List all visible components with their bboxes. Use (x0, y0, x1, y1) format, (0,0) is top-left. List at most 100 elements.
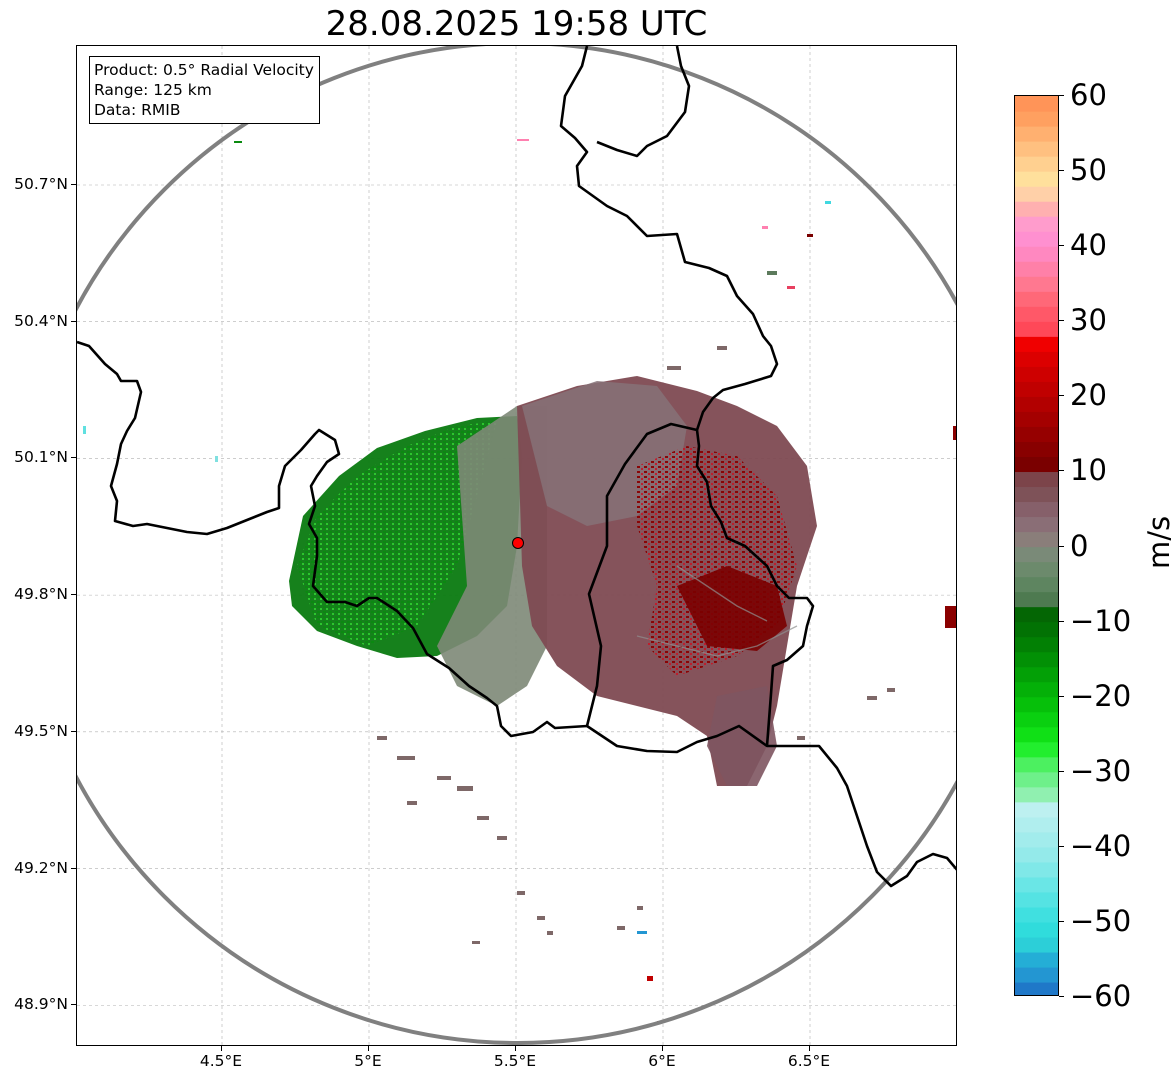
lat-tick-label: 49.5°N (14, 721, 68, 740)
colorbar-band (1015, 906, 1058, 923)
lat-tick-mark (71, 730, 76, 732)
colorbar-band (1015, 981, 1058, 995)
colorbar-tick-label: 30 (1070, 303, 1107, 338)
colorbar-band (1015, 921, 1058, 938)
lat-tick-mark (71, 184, 76, 185)
colorbar-band (1015, 111, 1058, 127)
radar-site-marker (512, 537, 524, 549)
colorbar-band (1015, 741, 1058, 758)
colorbar-band (1015, 891, 1058, 908)
lon-tick-mark (221, 1046, 222, 1051)
colorbar-tick-label: −60 (1070, 979, 1132, 1013)
echo-scatter-north (83, 139, 956, 1025)
colorbar-band (1015, 816, 1058, 833)
colorbar-band (1015, 456, 1058, 473)
colorbar-tick-mark (1059, 245, 1064, 247)
colorbar-band (1015, 801, 1058, 818)
lat-tick-mark (71, 867, 76, 869)
colorbar-band (1015, 411, 1058, 427)
echo-southern-tail (707, 686, 777, 786)
river-moselle (636, 625, 798, 657)
lat-tick-mark (71, 457, 76, 459)
colorbar-band (1015, 771, 1058, 788)
colorbar-band (1015, 681, 1058, 698)
lat-tick-label: 50.7°N (14, 175, 68, 193)
colorbar-band (1015, 321, 1058, 337)
lon-tick-mark (809, 1046, 810, 1051)
colorbar-band (1015, 576, 1058, 593)
colorbar-band (1015, 186, 1058, 202)
colorbar-band (1015, 561, 1058, 578)
velocity-echoes (83, 139, 956, 1025)
colorbar-band (1015, 606, 1058, 623)
lon-tick-label: 5°E (354, 1052, 382, 1070)
colorbar-tick-label: −10 (1070, 603, 1132, 638)
colorbar-band (1015, 756, 1058, 773)
river-sauer (676, 565, 768, 622)
colorbar-band (1015, 381, 1058, 397)
lon-tick-label: 6.5°E (787, 1052, 831, 1070)
colorbar-band (1015, 786, 1058, 803)
colorbar-band (1015, 426, 1058, 442)
lat-tick-mark (71, 1004, 76, 1006)
lon-tick-label: 6°E (648, 1052, 676, 1070)
lon-tick-label: 4.5°E (199, 1052, 243, 1070)
colorbar-band (1015, 651, 1058, 668)
colorbar-band (1015, 471, 1058, 488)
colorbar-band (1015, 366, 1058, 382)
colorbar-band (1015, 966, 1058, 983)
lon-tick-mark (662, 1046, 663, 1051)
colorbar-band (1015, 951, 1058, 968)
colorbar-band (1015, 141, 1058, 157)
colorbar-tick-label: −20 (1070, 678, 1132, 713)
lon-tick-mark (368, 1046, 369, 1051)
border-luxembourg (585, 422, 815, 747)
range-ring (77, 46, 956, 1045)
colorbar-band (1015, 516, 1058, 533)
colorbar-tick-label: 0 (1070, 528, 1089, 563)
colorbar-tick-mark (1059, 95, 1064, 96)
velocity-colorbar (1014, 95, 1059, 996)
colorbar-tick-mark (1059, 170, 1064, 172)
echo-scatter-south (377, 688, 895, 944)
lat-tick-label: 50.4°N (14, 311, 68, 330)
colorbar-band (1015, 306, 1058, 322)
colorbar-band (1015, 216, 1058, 232)
colorbar-tick-mark (1059, 545, 1064, 547)
colorbar-tick-label: 60 (1070, 78, 1107, 112)
colorbar-tick-label: −30 (1070, 753, 1132, 788)
colorbar-band (1015, 666, 1058, 683)
colorbar-tick-mark (1059, 996, 1064, 997)
colorbar-tick-label: 20 (1070, 378, 1107, 413)
info-data-source: Data: RMIB (94, 101, 181, 119)
colorbar-band (1015, 636, 1058, 653)
rivers (636, 565, 798, 657)
colorbar-band (1015, 846, 1058, 863)
colorbar-tick-mark (1059, 845, 1064, 847)
border-germany-east (559, 46, 779, 431)
colorbar-band (1015, 396, 1058, 412)
colorbar-band (1015, 501, 1058, 518)
info-product: Product: 0.5° Radial Velocity (94, 61, 314, 79)
radar-map-canvas (77, 46, 956, 1045)
colorbar-band (1015, 711, 1058, 728)
colorbar-band (1015, 876, 1058, 893)
colorbar-tick-mark (1059, 470, 1064, 472)
colorbar-tick-mark (1059, 395, 1064, 397)
border-belgium-netherlands-north (596, 46, 691, 158)
colorbar-tick-label: 50 (1070, 153, 1107, 188)
border-belgium-france-west (77, 340, 956, 888)
lon-tick-label: 5.5°E (493, 1052, 537, 1070)
lat-tick-label: 49.8°N (14, 585, 68, 604)
echo-dark-red-core (677, 566, 787, 651)
colorbar-band (1015, 936, 1058, 953)
colorbar-band (1015, 171, 1058, 187)
product-info-box: Product: 0.5° Radial Velocity Range: 125… (89, 56, 320, 124)
colorbar-band (1015, 246, 1058, 262)
colorbar-tick-mark (1059, 320, 1064, 322)
colorbar-tick-mark (1059, 695, 1064, 697)
colorbar-band (1015, 276, 1058, 292)
colorbar-band (1015, 831, 1058, 848)
colorbar-tick-label: −50 (1070, 903, 1132, 938)
colorbar-band (1015, 156, 1058, 172)
